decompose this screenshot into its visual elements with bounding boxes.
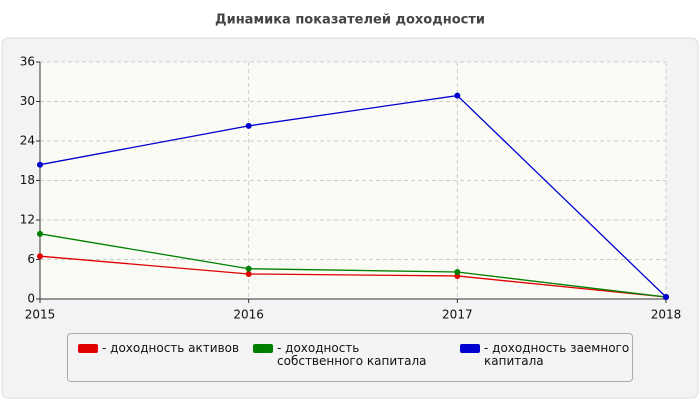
- x-tick-label: 2015: [25, 308, 56, 322]
- x-tick-label: 2018: [651, 308, 682, 322]
- series-line: [39, 255, 667, 298]
- y-tick-label: 30: [20, 94, 35, 108]
- x-tick-label: 2017: [442, 308, 473, 322]
- legend: - доходность активов - доходность собстве…: [67, 333, 633, 382]
- data-point: [454, 269, 461, 276]
- data-point: [663, 294, 669, 301]
- x-tick-label: 2016: [233, 308, 264, 322]
- legend-label: - доходность заемного капитала: [484, 341, 630, 368]
- data-point: [245, 265, 252, 272]
- data-point: [37, 253, 43, 260]
- data-point: [37, 161, 43, 168]
- legend-label: - доходность активов: [102, 341, 240, 355]
- legend-swatch: [253, 344, 273, 353]
- chart-title: Динамика показателей доходности: [215, 13, 485, 28]
- legend-swatch: [460, 344, 480, 353]
- y-tick-label: 12: [20, 213, 35, 227]
- data-point: [454, 92, 461, 99]
- data-point: [245, 270, 252, 277]
- legend-item: - доходность заемного капитала: [460, 342, 639, 368]
- y-tick-label: 36: [20, 55, 35, 69]
- data-point: [37, 230, 43, 237]
- series-line: [39, 233, 667, 298]
- data-point: [245, 122, 252, 129]
- legend-label: - доходность собственного капитала: [277, 341, 427, 368]
- y-tick-label: 18: [20, 173, 35, 187]
- y-tick-label: 6: [27, 252, 35, 266]
- legend-swatch: [78, 344, 98, 353]
- y-tick-label: 24: [20, 134, 35, 148]
- series-line: [39, 94, 667, 298]
- legend-item: - доходность активов: [78, 342, 257, 355]
- y-tick-label: 0: [27, 292, 35, 306]
- legend-item: - доходность собственного капитала: [253, 342, 432, 368]
